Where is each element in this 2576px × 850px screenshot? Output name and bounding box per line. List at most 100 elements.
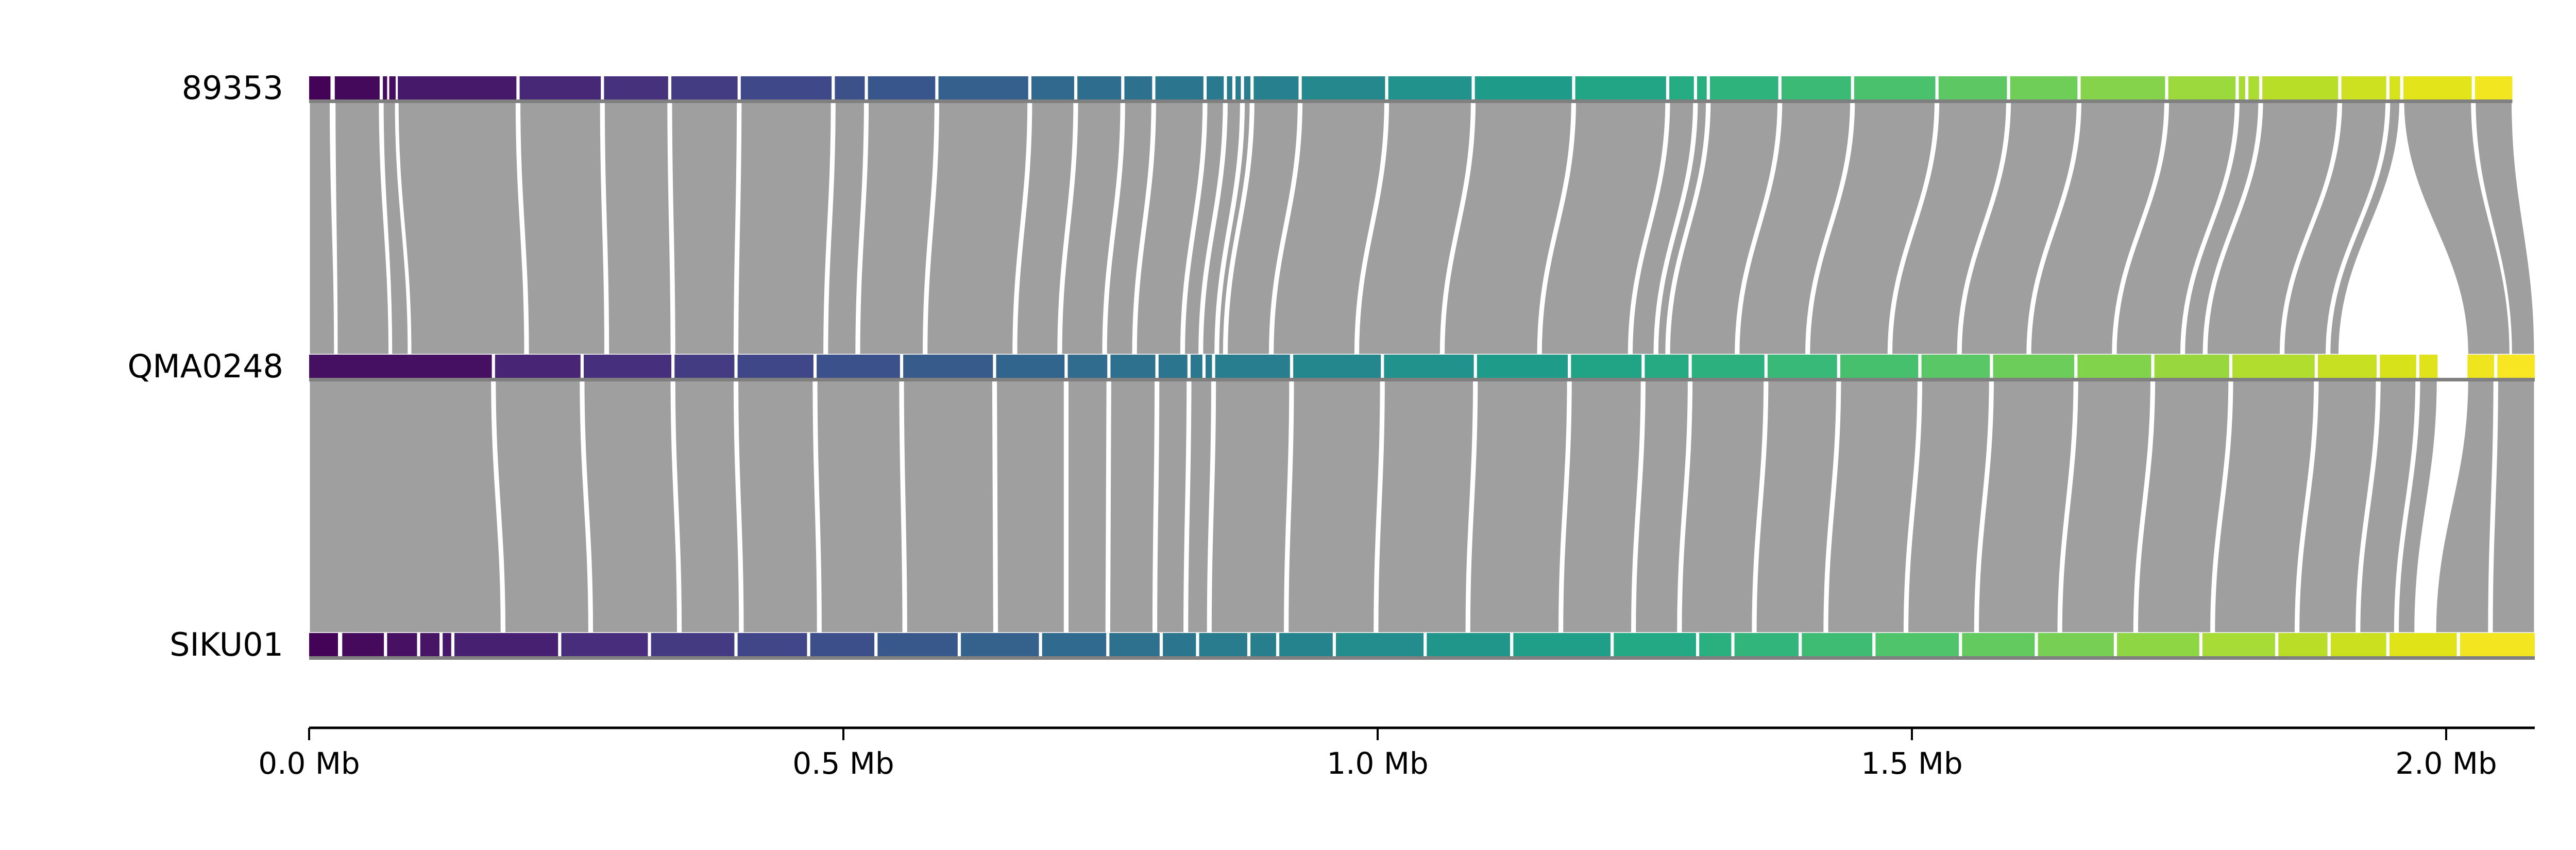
genome-block: [1840, 355, 1919, 378]
genome-block: [651, 633, 735, 656]
genome-block: [1767, 355, 1837, 378]
genome-block: [2232, 355, 2315, 378]
genome-block: [996, 355, 1065, 378]
synteny-ribbon: [673, 377, 741, 634]
synteny-ribbon: [816, 377, 904, 634]
genome-label-siku01: SIKU01: [170, 625, 283, 663]
genome-block: [2117, 633, 2199, 656]
genome-block: [2010, 76, 2078, 99]
genome-block: [443, 633, 451, 656]
genome-block: [387, 633, 417, 656]
genome-block: [1854, 76, 1936, 99]
genome-block: [2278, 633, 2328, 656]
genome-block: [1163, 633, 1196, 656]
genome-block: [342, 633, 384, 656]
synteny-ribbon: [583, 377, 679, 634]
genome-block: [877, 633, 958, 656]
genome-block: [868, 76, 936, 99]
genome-block: [2202, 633, 2276, 656]
genome-block: [2077, 355, 2151, 378]
genome-block: [2380, 355, 2416, 378]
genome-block: [1699, 633, 1732, 656]
genome-block: [1244, 76, 1251, 99]
x-tick-label-2: 1.0 Mb: [1327, 746, 1429, 781]
genome-block: [383, 76, 387, 99]
genome-label-qma0248: QMA0248: [127, 347, 284, 385]
genome-block: [810, 633, 875, 656]
synteny-ribbon: [1468, 377, 1569, 634]
genome-block: [1124, 76, 1153, 99]
genome-block: [2460, 633, 2535, 656]
genome-block: [561, 633, 648, 656]
genome-block: [1575, 76, 1666, 99]
synteny-ribbon: [1977, 377, 2075, 634]
genome-label-89353: 89353: [181, 69, 283, 107]
synteny-ribbon: [2491, 377, 2536, 634]
genome-block: [1279, 633, 1333, 656]
genome-block: [334, 76, 380, 99]
synteny-ribbon: [926, 98, 1029, 356]
genome-block: [737, 355, 814, 378]
genome-baseline: [309, 378, 2535, 381]
genome-block: [2389, 76, 2400, 99]
synteny-ribbon: [494, 377, 590, 634]
genome-block: [2419, 355, 2438, 378]
genome-block: [1293, 355, 1381, 378]
genome-block: [1709, 76, 1778, 99]
genome-block: [1109, 633, 1160, 656]
synteny-ribbon: [2434, 377, 2495, 634]
genome-block: [1669, 76, 1694, 99]
genome-block: [1645, 355, 1689, 378]
genome-block: [1042, 633, 1107, 656]
genome-block: [740, 76, 832, 99]
genome-block: [1067, 355, 1108, 378]
synteny-ribbon: [1187, 377, 1213, 634]
genome-block: [1734, 633, 1799, 656]
genome-block: [1875, 633, 1959, 656]
synteny-ribbon: [737, 98, 833, 356]
genome-block: [1190, 355, 1202, 378]
genome-block: [584, 355, 672, 378]
genome-block: [2330, 633, 2386, 656]
genome-block: [2262, 76, 2338, 99]
x-tick-label-3: 1.5 Mb: [1861, 746, 1963, 781]
genome-block: [2154, 355, 2229, 378]
genome-block: [2341, 76, 2386, 99]
synteny-ribbon: [308, 98, 336, 356]
genome-block: [2168, 76, 2236, 99]
genome-block: [1781, 76, 1851, 99]
genome-block: [1206, 355, 1212, 378]
genome-block: [817, 355, 900, 378]
synteny-ribbon: [995, 377, 1065, 634]
synteny-ribbon: [1680, 377, 1766, 634]
genome-block: [671, 76, 738, 99]
genome-block: [674, 355, 735, 378]
genome-block: [398, 76, 517, 99]
synteny-ribbon: [1826, 377, 1919, 634]
x-tick-label-0: 0.0 Mb: [258, 746, 360, 781]
genome-block: [1475, 76, 1572, 99]
genome-block: [1250, 633, 1276, 656]
genome-block: [1388, 76, 1472, 99]
genome-block: [1077, 76, 1122, 99]
genome-block: [1158, 355, 1188, 378]
genome-block: [309, 633, 338, 656]
synteny-ribbon: [737, 377, 819, 634]
genome-block: [2248, 76, 2259, 99]
synteny-ribbon: [1755, 377, 1838, 634]
genome-baseline: [309, 656, 2535, 660]
genome-block: [1614, 633, 1696, 656]
synteny-ribbon: [1287, 377, 1382, 634]
synteny-ribbon: [1907, 377, 1991, 634]
genome-block: [1962, 633, 2035, 656]
synteny-ribbon: [670, 98, 739, 356]
genome-block: [495, 355, 581, 378]
genome-block: [1155, 76, 1204, 99]
synteny-ribbon: [519, 98, 606, 356]
genome-block: [389, 76, 396, 99]
genome-block: [309, 76, 331, 99]
genome-bar-layer: [309, 76, 2535, 660]
genome-block: [1691, 355, 1765, 378]
genome-block: [1571, 355, 1642, 378]
